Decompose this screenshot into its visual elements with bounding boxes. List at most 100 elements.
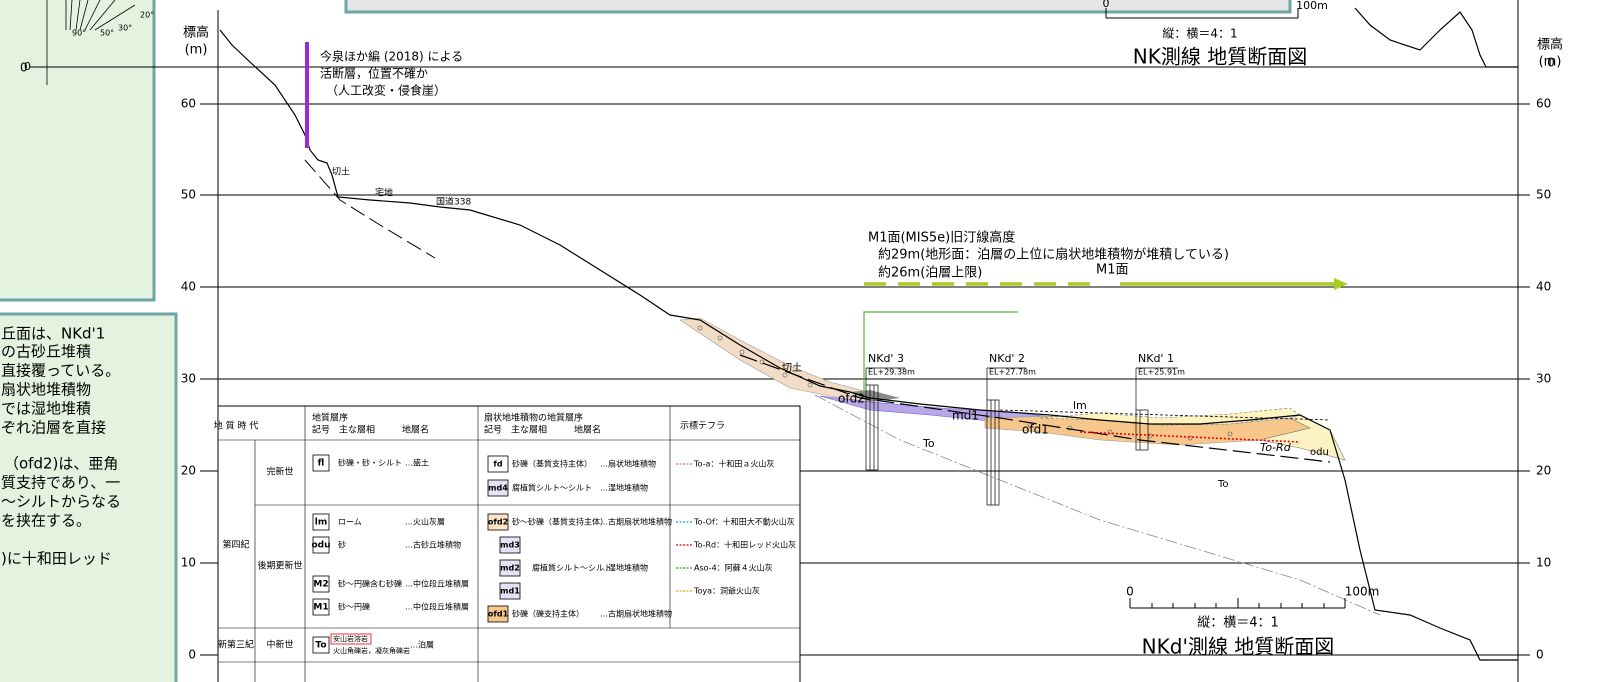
symbol-box bbox=[312, 636, 330, 654]
panel-text: では湿地堆積 bbox=[1, 400, 91, 418]
legend-formation: …古期扇状地堆積物 bbox=[600, 517, 672, 527]
unit-label: ofd2 bbox=[838, 392, 865, 406]
panel-text: )に十和田レッド bbox=[1, 550, 112, 568]
legend-formation: …盛土 bbox=[405, 458, 429, 468]
legend-symbol: M2 bbox=[313, 580, 328, 590]
symbol-box bbox=[312, 575, 330, 593]
symbol-box bbox=[312, 536, 330, 554]
panel-text: 扇状地堆積物 bbox=[1, 381, 91, 399]
scale-label: 100m bbox=[1296, 0, 1328, 12]
section-title: NK測線 地質断面図 bbox=[1133, 45, 1307, 69]
legend-formation: …扇状地堆積物 bbox=[600, 459, 656, 469]
unit-label: To bbox=[922, 437, 935, 450]
tick-label: 50 bbox=[1536, 188, 1551, 202]
rose-angle: 50° bbox=[100, 29, 114, 38]
symbol-box bbox=[330, 633, 372, 645]
tick-label: 10 bbox=[181, 556, 196, 570]
unit-label: To-Rd bbox=[1260, 441, 1292, 454]
scale-label: 100m bbox=[1345, 585, 1380, 599]
left-text-panel bbox=[0, 312, 178, 682]
section-title: NKd'測線 地質断面図 bbox=[1142, 635, 1335, 659]
grid bbox=[30, 0, 1530, 682]
tick-label: 50 bbox=[181, 188, 196, 202]
gravel-dots bbox=[697, 325, 1233, 441]
panel-text: 直接覆っている。 bbox=[1, 362, 120, 380]
unit-label: md1 bbox=[952, 409, 979, 423]
legend-formation: …中位段丘堆積層 bbox=[405, 579, 469, 589]
borehole-name: NKd' 2 bbox=[989, 352, 1025, 365]
legend-facies: 腐植質シルト～シルト bbox=[532, 563, 612, 573]
legend-facies: 砂礫（礫支持主体） bbox=[512, 609, 584, 619]
legend-formation: …火山灰層 bbox=[405, 517, 445, 527]
scale-bars bbox=[1105, 8, 1346, 609]
place-label: 国道338 bbox=[436, 196, 471, 208]
rose-diagram bbox=[46, 0, 136, 85]
boreholes bbox=[865, 367, 1178, 506]
borehole-elevation: EL+29.38m bbox=[868, 368, 915, 377]
legend-formation: …古砂丘堆積物 bbox=[405, 540, 461, 550]
legend-facies: 砂～円礫 bbox=[338, 602, 370, 612]
symbol-box bbox=[487, 455, 509, 473]
lm-base bbox=[999, 409, 1331, 421]
legend-header: 記号 主な層相 地層名 bbox=[312, 424, 429, 436]
panel-text: の古砂丘堆積 bbox=[1, 343, 91, 361]
unit-label: ofd1 bbox=[1022, 423, 1049, 437]
scale-ratio: 縦：横＝4：1 bbox=[1162, 27, 1237, 41]
legend-symbol: ofd2 bbox=[488, 518, 508, 527]
legend-epoch: 中新世 bbox=[266, 639, 293, 651]
legend-facies: 砂～砂礫（基質支持主体） bbox=[512, 517, 608, 527]
rose-angle: 90° bbox=[72, 29, 86, 38]
fault-note: 今泉ほか編 (2018) による bbox=[320, 49, 463, 64]
legend-facies: 火山角礫岩，凝灰角礫岩 bbox=[333, 646, 410, 655]
panel-text: ぞれ泊層を直接 bbox=[1, 419, 106, 437]
legend-symbol: lm bbox=[315, 518, 327, 528]
legend-symbol: md2 bbox=[500, 564, 520, 573]
tick-label: 60 bbox=[181, 97, 196, 111]
symbol-box bbox=[499, 559, 521, 577]
tick-label: 0 bbox=[20, 61, 28, 75]
axis-unit: (m) bbox=[1539, 55, 1562, 70]
legend-header: 地質層序 bbox=[312, 412, 348, 424]
m1-leader bbox=[863, 311, 1018, 395]
legend-tephra: To-Of：十和田大不動火山灰 bbox=[693, 517, 795, 527]
legend-symbol: md4 bbox=[488, 484, 508, 493]
borehole-name: NKd' 1 bbox=[1138, 352, 1174, 365]
rose-angle: 30° bbox=[118, 24, 132, 33]
legend-facies: 砂礫・砂・シルト bbox=[338, 458, 402, 468]
borehole-elevation: EL+27.78m bbox=[989, 368, 1036, 377]
chain-line bbox=[814, 394, 1381, 616]
top-left-panel bbox=[0, 0, 156, 302]
rose-zero: 0 bbox=[24, 60, 31, 73]
place-label: 宅地 bbox=[375, 187, 393, 199]
tick-label: 0 bbox=[1547, 56, 1555, 70]
legend-formation: …泊層 bbox=[410, 640, 434, 650]
legend-facies: 砂礫（基質支持主体） bbox=[512, 459, 592, 469]
unit-label: odu bbox=[1310, 447, 1329, 458]
legend-epoch: 後期更新世 bbox=[257, 560, 302, 572]
legend-symbol: md3 bbox=[500, 541, 520, 550]
symbol-box bbox=[487, 605, 509, 623]
fault-bar bbox=[305, 42, 309, 148]
tick-label: 30 bbox=[1536, 372, 1551, 386]
legend-symbol: To bbox=[315, 641, 326, 651]
legend-tephra: To-a：十和田ａ火山灰 bbox=[693, 459, 774, 469]
dark-layer bbox=[850, 390, 900, 402]
unit-label: lm bbox=[1073, 399, 1087, 412]
panel-text: ～シルトからなる bbox=[1, 493, 121, 511]
panel-text: 質支持であり、一 bbox=[1, 474, 120, 492]
symbol-box bbox=[499, 536, 521, 554]
scale-label: 0 bbox=[1103, 0, 1110, 10]
axis-title: 標高 bbox=[1537, 37, 1563, 53]
legend-symbol: odu bbox=[311, 541, 330, 551]
panel-text: （ofd2)は、亜角 bbox=[4, 455, 118, 473]
legend-symbol: ofd1 bbox=[488, 610, 509, 619]
fault-dashed bbox=[304, 159, 436, 259]
scale-label: 0 bbox=[1126, 585, 1134, 599]
borehole-elevation: EL+25.91m bbox=[1138, 368, 1185, 377]
tick-label: 40 bbox=[181, 280, 196, 294]
symbol-box bbox=[487, 513, 509, 531]
axis-title: 標高 bbox=[183, 25, 209, 41]
legend-tephra: Aso-4：阿蘇４火山灰 bbox=[694, 563, 773, 573]
legend-symbol: fl bbox=[318, 459, 325, 469]
